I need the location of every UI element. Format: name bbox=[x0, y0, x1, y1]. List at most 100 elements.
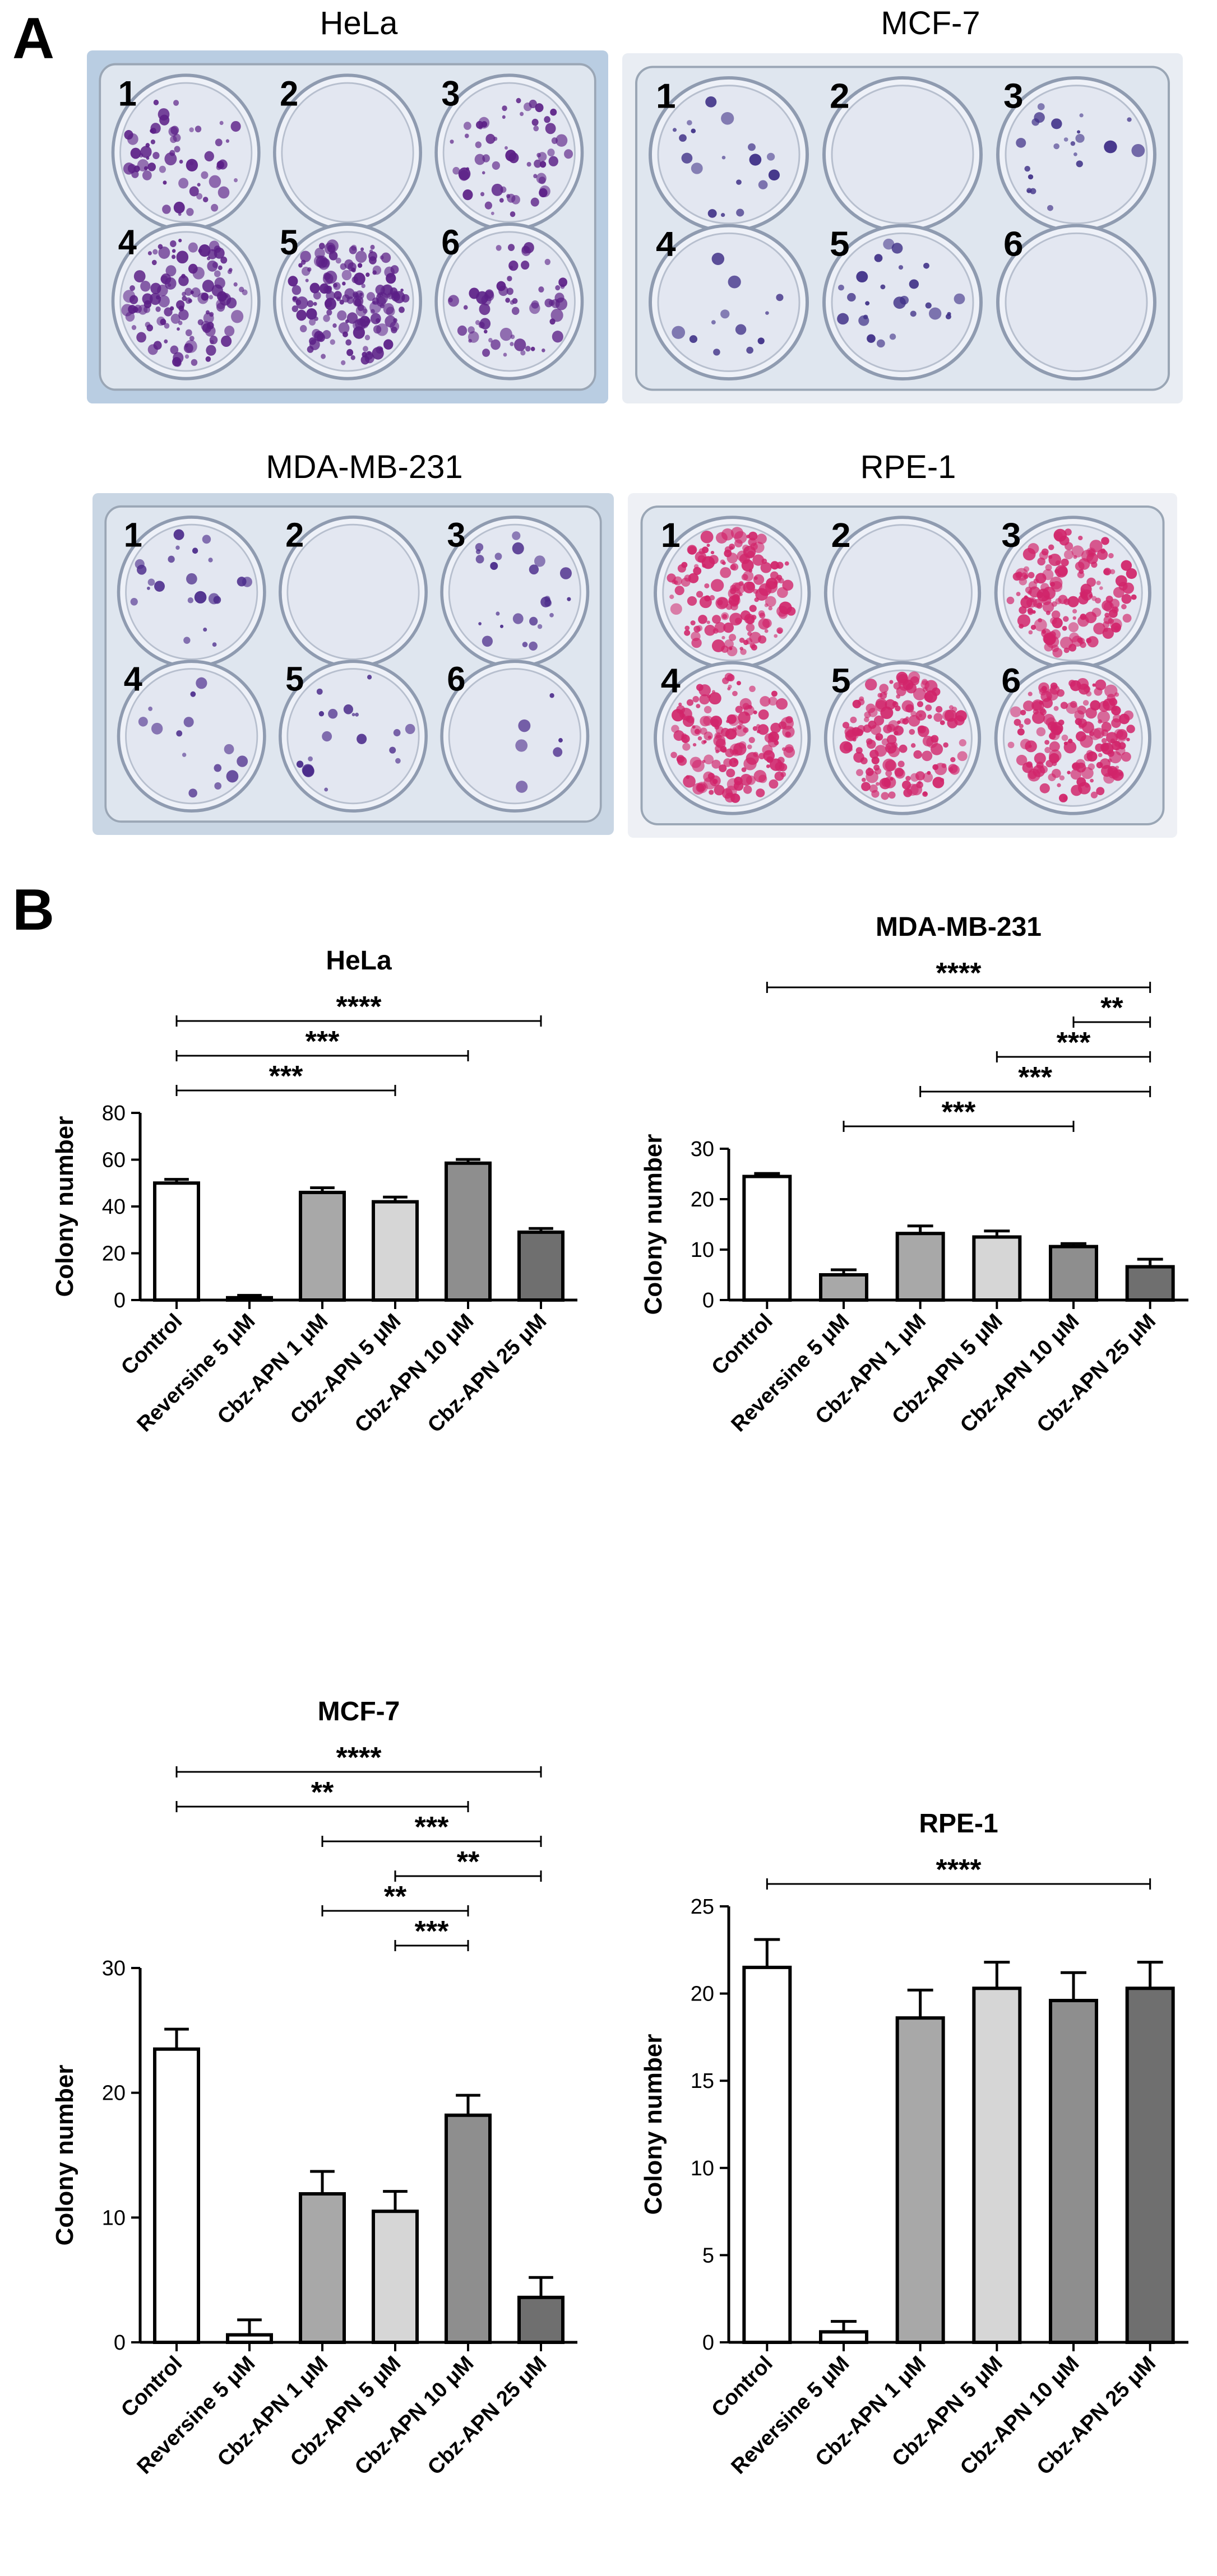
colony-dot bbox=[748, 737, 755, 744]
colony-dot bbox=[171, 254, 176, 259]
colony-dot bbox=[691, 128, 696, 133]
colony-dot bbox=[1076, 160, 1083, 168]
colony-dot bbox=[869, 784, 878, 793]
colony-dot bbox=[899, 718, 905, 724]
colony-dot bbox=[233, 282, 238, 287]
colony-dot bbox=[526, 161, 531, 167]
colony-dot bbox=[1019, 577, 1027, 586]
colony-dot bbox=[771, 690, 778, 697]
colony-dot bbox=[839, 741, 853, 754]
y-tick-label-80: 80 bbox=[102, 1102, 126, 1125]
well-label: 6 bbox=[1001, 662, 1021, 700]
well-label: 4 bbox=[118, 223, 137, 262]
colony-dot bbox=[364, 335, 371, 341]
colony-dot bbox=[386, 307, 395, 316]
colony-dot bbox=[933, 713, 943, 722]
colony-dot bbox=[931, 687, 941, 697]
colony-dot bbox=[176, 730, 183, 737]
colony-dot bbox=[857, 698, 865, 706]
colony-dot bbox=[1043, 713, 1055, 726]
colony-dot bbox=[170, 313, 181, 324]
colony-dot bbox=[905, 704, 914, 713]
significance-label: *** bbox=[306, 1025, 340, 1058]
colony-dot bbox=[189, 186, 199, 197]
colony-dot bbox=[720, 213, 725, 217]
y-tick-label-20: 20 bbox=[102, 2082, 126, 2105]
colony-dot bbox=[1026, 761, 1033, 768]
colony-dot bbox=[709, 555, 719, 565]
colony-dot bbox=[768, 606, 772, 611]
colony-dot bbox=[242, 289, 248, 296]
colony-dot bbox=[838, 284, 844, 291]
colony-dot bbox=[725, 728, 737, 740]
colony-dot bbox=[508, 152, 519, 164]
colony-dot bbox=[885, 759, 897, 772]
colony-dot bbox=[164, 152, 177, 166]
colony-dot bbox=[464, 133, 469, 138]
colony-dot bbox=[350, 355, 355, 360]
colony-dot bbox=[153, 99, 159, 105]
colony-dot bbox=[556, 134, 568, 147]
x-tick-label-control: Control bbox=[707, 2352, 777, 2422]
colony-dot bbox=[671, 725, 679, 733]
colony-dot bbox=[194, 591, 207, 604]
colony-dot bbox=[357, 734, 367, 744]
colony-dot bbox=[529, 616, 538, 626]
colony-dot bbox=[923, 791, 928, 796]
colony-dot bbox=[758, 753, 765, 759]
colony-dot bbox=[499, 327, 512, 341]
plate-title-hela: HeLa bbox=[320, 5, 398, 41]
colony-dot bbox=[746, 346, 753, 354]
colony-dot bbox=[1034, 753, 1046, 764]
significance-label: **** bbox=[336, 1742, 382, 1774]
colony-dot bbox=[318, 243, 325, 249]
colony-dot bbox=[727, 553, 738, 564]
colony-dot bbox=[730, 564, 737, 570]
colony-dot bbox=[908, 715, 920, 727]
y-axis-label: Colony number bbox=[640, 2034, 667, 2215]
colony-dot bbox=[681, 561, 688, 568]
bar-control bbox=[153, 2047, 200, 2344]
colony-dot bbox=[1109, 598, 1120, 609]
colony-dot bbox=[218, 265, 223, 271]
colony-dot bbox=[335, 257, 341, 264]
colony-dot bbox=[372, 347, 384, 360]
colony-dot bbox=[490, 211, 494, 215]
y-axis-label: Colony number bbox=[51, 1116, 78, 1297]
significance-label: **** bbox=[936, 957, 982, 990]
colony-dot bbox=[184, 340, 197, 353]
colony-dot bbox=[703, 740, 707, 744]
colony-dot bbox=[1102, 628, 1114, 639]
colony-dot bbox=[564, 149, 573, 159]
well-label: 1 bbox=[124, 516, 142, 554]
colony-dot bbox=[729, 612, 743, 626]
y-tick-label-25: 25 bbox=[691, 1895, 714, 1919]
colony-dot bbox=[321, 354, 326, 359]
colony-dot bbox=[393, 318, 397, 323]
colony-dot bbox=[1090, 700, 1101, 711]
plate-image-hela: 1 2 3 4 5 6 bbox=[87, 50, 608, 403]
colony-dot bbox=[214, 270, 221, 277]
colony-dot bbox=[350, 267, 355, 272]
colony-dot bbox=[700, 531, 714, 544]
significance-label: ** bbox=[311, 1776, 334, 1809]
colony-dot bbox=[518, 719, 531, 732]
colony-dot bbox=[746, 775, 756, 785]
colony-dot bbox=[370, 313, 381, 324]
well-label: 4 bbox=[661, 662, 681, 700]
colony-dot bbox=[178, 321, 183, 326]
colony-dot bbox=[192, 267, 205, 280]
colony-dot bbox=[712, 615, 721, 624]
colony-dot bbox=[903, 788, 913, 797]
colony-dot bbox=[710, 716, 723, 728]
colony-dot bbox=[549, 612, 554, 618]
colony-dot bbox=[1028, 543, 1039, 554]
significance-label: **** bbox=[336, 991, 382, 1023]
colony-dot bbox=[1090, 791, 1098, 799]
colony-dot bbox=[876, 339, 885, 348]
colony-dot bbox=[158, 246, 170, 259]
colony-dot bbox=[179, 160, 183, 164]
colony-dot bbox=[466, 167, 469, 171]
colony-dot bbox=[550, 308, 563, 322]
